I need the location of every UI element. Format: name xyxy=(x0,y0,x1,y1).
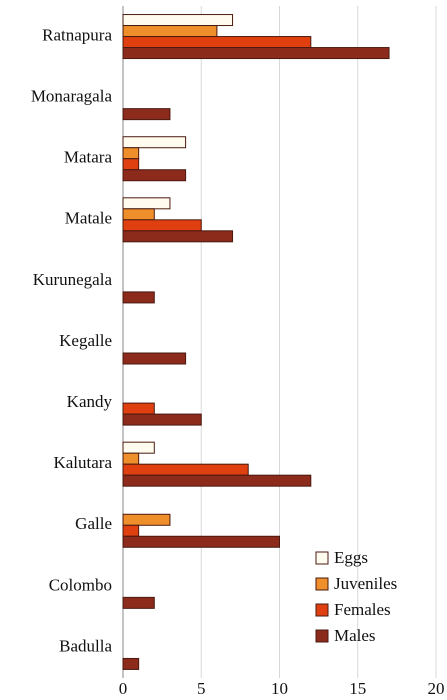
x-tick-label: 10 xyxy=(271,679,288,698)
bar xyxy=(122,513,171,526)
bar xyxy=(122,208,155,221)
legend-swatch xyxy=(315,551,329,565)
bar xyxy=(122,36,312,49)
bar xyxy=(122,158,140,171)
bar xyxy=(122,596,155,609)
y-tick-label: Kalutara xyxy=(53,453,112,472)
bar xyxy=(122,230,234,243)
bar xyxy=(122,291,155,304)
y-tick-label: Matara xyxy=(64,148,113,167)
legend-label: Juveniles xyxy=(334,574,397,593)
bar xyxy=(122,219,202,232)
x-tick-label: 20 xyxy=(428,679,445,698)
x-tick-label: 5 xyxy=(197,679,206,698)
legend-swatch xyxy=(315,577,329,591)
legend-label: Eggs xyxy=(334,548,368,567)
y-tick-label: Kandy xyxy=(67,392,113,411)
legend-label: Females xyxy=(334,600,391,619)
bar xyxy=(122,47,390,60)
bar xyxy=(122,108,171,121)
bar xyxy=(122,169,187,182)
bar xyxy=(122,657,140,670)
bar xyxy=(122,14,234,27)
bar xyxy=(122,197,171,210)
bar xyxy=(122,402,155,415)
bar xyxy=(122,524,140,537)
y-tick-label: Monaragala xyxy=(31,87,113,106)
bar xyxy=(122,474,312,487)
y-tick-label: Matale xyxy=(65,209,112,228)
y-tick-label: Kegalle xyxy=(59,331,112,350)
bar xyxy=(122,413,202,426)
x-tick-label: 15 xyxy=(349,679,366,698)
bar xyxy=(122,452,140,465)
y-tick-label: Kurunegala xyxy=(33,270,113,289)
bar xyxy=(122,352,187,365)
legend-swatch xyxy=(315,629,329,643)
bar xyxy=(122,463,249,476)
legend-label: Males xyxy=(334,626,376,645)
x-tick-label: 0 xyxy=(119,679,128,698)
bar xyxy=(122,136,187,149)
y-tick-label: Badulla xyxy=(59,636,112,655)
y-tick-label: Colombo xyxy=(49,575,112,594)
y-tick-label: Ratnapura xyxy=(42,25,112,44)
bar xyxy=(122,535,280,548)
bar xyxy=(122,441,155,454)
y-tick-label: Galle xyxy=(75,514,112,533)
legend-swatch xyxy=(315,603,329,617)
bar xyxy=(122,147,140,160)
bar xyxy=(122,25,218,38)
